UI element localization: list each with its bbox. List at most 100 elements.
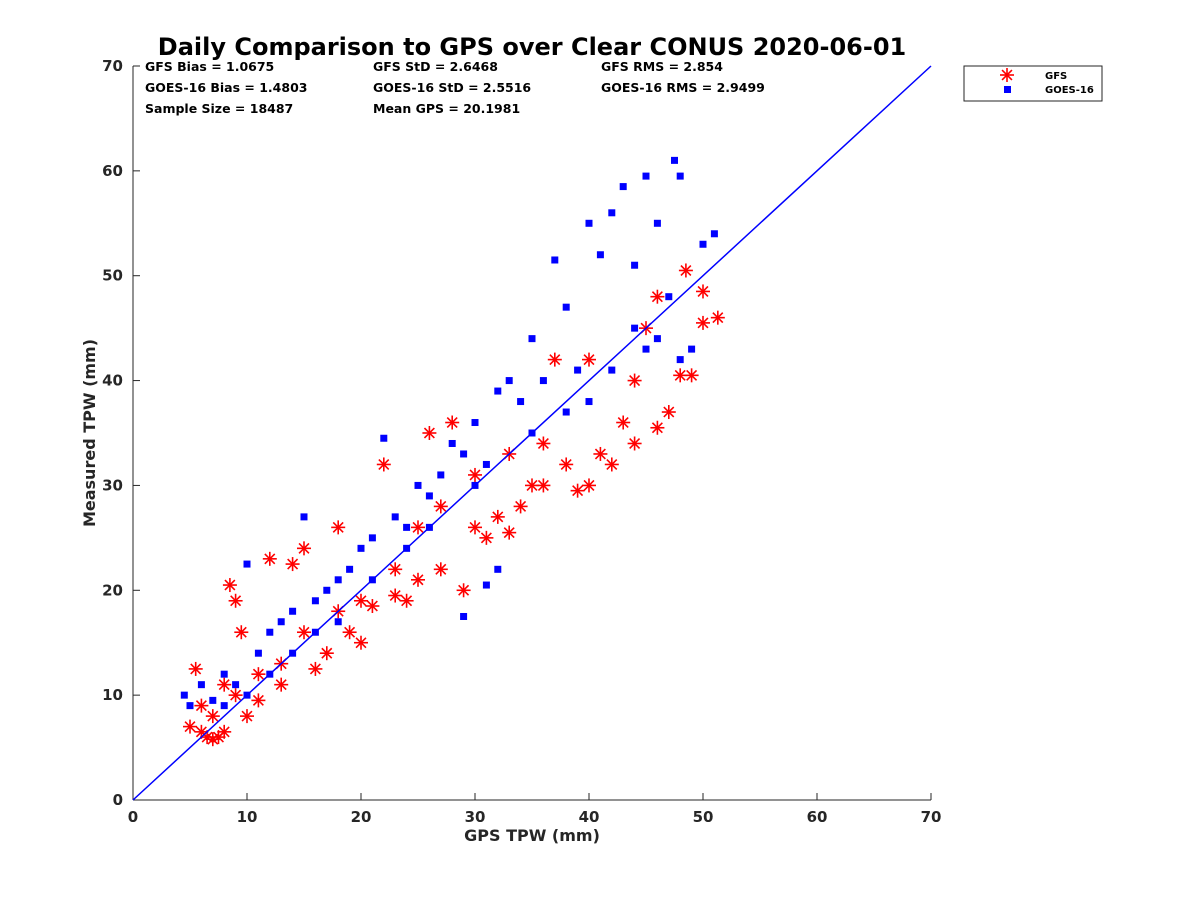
x-tick-label: 10 [237,808,258,826]
gfs-point [604,457,619,472]
statistics-block: GFS Bias = 1.0675 GFS StD = 2.6468 GFS R… [145,59,765,116]
gfs-point [331,520,346,535]
goes-point [425,492,433,500]
goes-point [300,513,308,521]
goes-point [505,377,513,385]
y-tick-label: 10 [102,686,123,704]
goes-bias-text: GOES-16 Bias = 1.4803 [145,80,307,95]
gfs-point [456,583,471,598]
goes-point [197,681,205,689]
legend-asterisk [1000,68,1014,82]
gfs-point [217,677,232,692]
gfs-point [285,557,300,572]
legend-gfs-asterisk-marker [1000,68,1014,82]
gfs-point [308,661,323,676]
gfs-point [354,635,368,650]
gfs-point [228,593,243,608]
gfs-point [205,709,220,724]
sample-size-text: Sample Size = 18487 [145,101,293,116]
goes-point [596,251,604,259]
gfs-point [673,368,688,383]
goes-point [539,377,547,385]
goes-rms-text: GOES-16 RMS = 2.9499 [601,80,765,95]
y-axis-label: Measured TPW (mm) [80,339,99,527]
gfs-point [559,457,574,472]
gfs-point [217,724,232,739]
goes-point [642,345,650,353]
goes-point [209,696,217,704]
gfs-point [194,698,209,713]
goes-point [653,219,661,227]
gfs-point [319,646,334,661]
goes-point [665,293,673,301]
goes-point [631,324,639,332]
goes-point [471,419,479,427]
goes-point [619,183,627,191]
legend-goes-label: GOES-16 [1045,85,1094,96]
x-tick-label: 70 [921,808,942,826]
gfs-point [445,415,460,430]
gfs-point [365,599,380,614]
gfs-point [388,562,403,577]
y-tick-label: 70 [102,57,123,75]
chart-title: Daily Comparison to GPS over Clear CONUS… [158,33,906,61]
goes-point [289,607,297,615]
gfs-point [411,520,425,535]
gfs-point [274,677,289,692]
goes-point [437,471,445,479]
x-tick-label: 50 [693,808,714,826]
series-gfs [183,263,725,747]
goes-point [585,398,593,406]
gfs-point [661,405,676,420]
gfs-point [422,426,437,440]
goes-point [608,366,616,374]
goes-point [460,613,468,620]
gfs-point [354,593,368,608]
goes-point [220,670,228,678]
gfs-point [696,315,710,330]
y-tick-label: 30 [102,476,123,494]
goes-point [334,576,342,584]
goes-point [676,172,684,180]
y-tick-label: 60 [102,162,123,180]
gfs-point [433,499,448,514]
gfs-point [411,572,425,587]
goes-point [460,450,468,458]
gfs-point [684,368,699,383]
goes-point [562,408,570,416]
gfs-point [513,499,528,514]
gfs-point [297,541,311,556]
gfs-point [490,509,505,524]
gfs-point [696,284,710,299]
goes-point [699,240,707,248]
gfs-point [479,530,494,545]
goes-point [585,219,593,227]
gfs-point [616,415,631,430]
goes-point [277,618,285,626]
goes-point [311,597,319,605]
goes-point [232,681,240,689]
goes-point [494,387,502,395]
gfs-point [536,478,551,493]
gfs-point [262,551,277,566]
x-tick-label: 40 [579,808,600,826]
one-to-one-line [132,65,932,801]
gfs-point [678,263,693,278]
gfs-point [502,525,517,540]
goes-point [710,230,718,238]
goes-point [642,172,650,180]
goes-point [186,702,194,710]
legend-gfs-label: GFS [1045,71,1067,82]
gfs-point [251,667,266,682]
goes-point [266,628,274,636]
gfs-point [547,352,562,367]
goes-point [414,481,422,489]
goes-point [334,618,342,626]
goes-point [323,586,331,594]
goes-point [671,156,678,164]
y-tick-label: 40 [102,372,123,390]
series-goes-16 [180,156,718,710]
goes-point [608,209,616,217]
goes-std-text: GOES-16 StD = 2.5516 [373,80,531,95]
goes-point [448,439,456,447]
